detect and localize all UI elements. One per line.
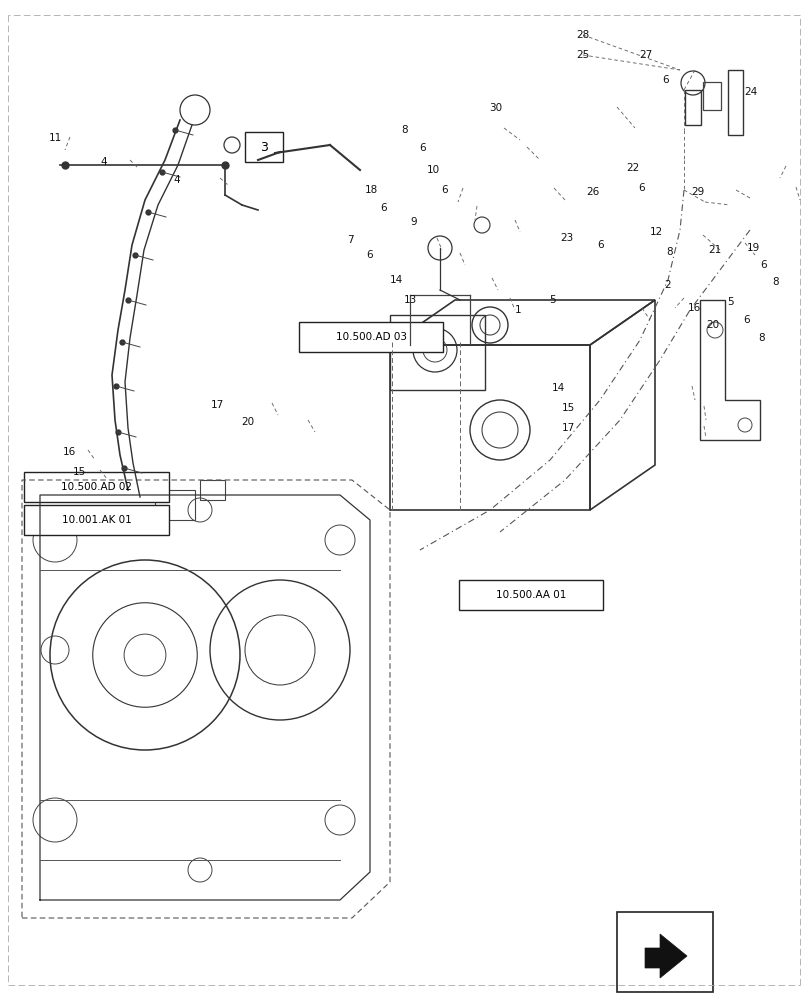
Bar xyxy=(727,70,742,135)
Text: 11: 11 xyxy=(49,133,62,143)
Text: 8: 8 xyxy=(666,247,672,257)
Text: 5: 5 xyxy=(727,297,733,307)
Bar xyxy=(155,490,195,520)
Text: 6: 6 xyxy=(441,185,448,195)
Text: 24: 24 xyxy=(744,87,757,97)
Text: 8: 8 xyxy=(771,277,778,287)
Text: 15: 15 xyxy=(73,467,86,477)
Text: 28: 28 xyxy=(576,30,589,40)
Polygon shape xyxy=(644,934,686,978)
Text: 5: 5 xyxy=(548,295,555,305)
Text: 6: 6 xyxy=(662,75,668,85)
Text: 21: 21 xyxy=(707,245,720,255)
Text: 6: 6 xyxy=(366,250,372,260)
Text: 14: 14 xyxy=(389,275,402,285)
Bar xyxy=(458,580,603,610)
Text: 16: 16 xyxy=(62,447,75,457)
Text: 23: 23 xyxy=(560,233,573,243)
Text: 26: 26 xyxy=(586,187,599,197)
Bar xyxy=(200,480,225,500)
Text: 6: 6 xyxy=(637,183,644,193)
Bar xyxy=(616,912,712,992)
Text: 6: 6 xyxy=(759,260,766,270)
Text: 7: 7 xyxy=(347,235,354,245)
Text: 20: 20 xyxy=(241,417,254,427)
Text: 8: 8 xyxy=(757,333,764,343)
Text: 10.500.AD 03: 10.500.AD 03 xyxy=(335,332,406,342)
Text: 1: 1 xyxy=(514,305,521,315)
Text: 19: 19 xyxy=(746,243,759,253)
Text: 17: 17 xyxy=(211,400,224,410)
Text: 6: 6 xyxy=(380,203,386,213)
Text: 16: 16 xyxy=(687,303,700,313)
Text: 3: 3 xyxy=(260,141,268,154)
Text: 8: 8 xyxy=(401,125,407,135)
Text: 2: 2 xyxy=(663,280,670,290)
Text: 13: 13 xyxy=(403,295,416,305)
Text: 18: 18 xyxy=(365,185,378,195)
Text: 20: 20 xyxy=(706,320,719,330)
Text: 12: 12 xyxy=(649,227,662,237)
Bar xyxy=(245,132,282,162)
Text: 25: 25 xyxy=(576,50,589,60)
Text: 30: 30 xyxy=(488,103,501,113)
Text: 22: 22 xyxy=(626,163,639,173)
Text: 10.001.AK 01: 10.001.AK 01 xyxy=(62,515,131,525)
Text: 10.500.AA 01: 10.500.AA 01 xyxy=(496,590,565,600)
Bar xyxy=(298,322,443,352)
Text: 27: 27 xyxy=(638,50,651,60)
Text: 4: 4 xyxy=(174,175,180,185)
Bar xyxy=(389,345,590,510)
Text: 10: 10 xyxy=(427,165,440,175)
Text: 10.500.AD 02: 10.500.AD 02 xyxy=(61,482,132,492)
Bar xyxy=(389,315,484,390)
Text: 4: 4 xyxy=(101,157,107,167)
Text: 17: 17 xyxy=(561,423,574,433)
Bar xyxy=(702,82,720,110)
Bar xyxy=(24,472,169,502)
Bar xyxy=(24,505,169,535)
Text: 6: 6 xyxy=(743,315,749,325)
Text: 15: 15 xyxy=(561,403,574,413)
Text: 6: 6 xyxy=(597,240,603,250)
Text: 29: 29 xyxy=(691,187,704,197)
Text: 9: 9 xyxy=(410,217,417,227)
Text: 14: 14 xyxy=(551,383,564,393)
Text: 6: 6 xyxy=(418,143,425,153)
Bar xyxy=(684,90,700,125)
